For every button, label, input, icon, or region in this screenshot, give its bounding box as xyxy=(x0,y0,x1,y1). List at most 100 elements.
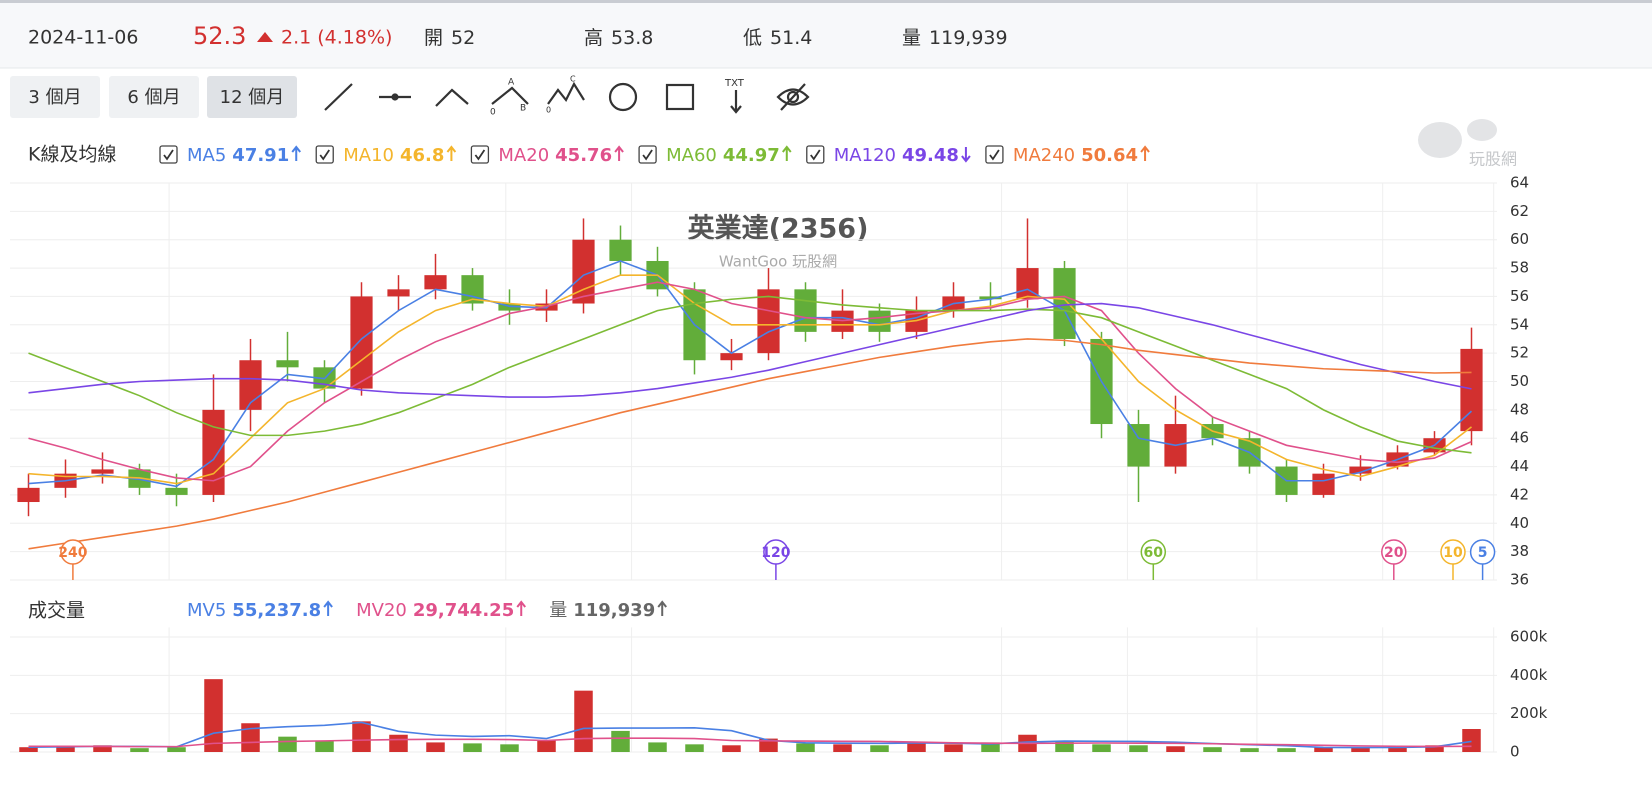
tool-text[interactable]: TXT xyxy=(724,78,745,114)
marker-label: 20 xyxy=(1384,545,1404,561)
candle-body xyxy=(757,289,780,354)
volume-bar xyxy=(1055,740,1074,752)
legend-name: 量 xyxy=(549,600,567,621)
volume-bar xyxy=(611,730,630,752)
y-tick-label: 40 xyxy=(1510,514,1529,532)
field-label: 低 xyxy=(743,27,762,49)
legend-name: MA20 xyxy=(498,145,549,166)
legend-value: 47.91 xyxy=(232,145,289,166)
legend-item: MA240 50.64 xyxy=(985,145,1150,166)
window-marker xyxy=(1440,539,1466,565)
marker-label: 120 xyxy=(761,545,790,561)
trend-arrow xyxy=(323,600,333,616)
toolbar: 3 個月 6 個月 12 個月 xyxy=(10,76,297,118)
header-field: 高 53.8 xyxy=(584,27,653,49)
svg-text:A: A xyxy=(508,78,515,88)
candle-body xyxy=(1053,268,1076,339)
candle-body xyxy=(165,487,188,495)
legend-checkbox[interactable] xyxy=(806,145,825,164)
header-bar xyxy=(0,0,1652,68)
legend-item: MA5 47.91 xyxy=(159,145,302,166)
legend-name: MA120 xyxy=(834,145,896,166)
y-tick-label: 0 xyxy=(1510,743,1520,761)
candle-body xyxy=(239,360,262,410)
volume-bar xyxy=(1203,747,1222,752)
tool-hline[interactable] xyxy=(379,93,411,101)
legend-checkbox[interactable] xyxy=(470,145,490,164)
legend-checkbox[interactable] xyxy=(315,145,334,164)
svg-text:B: B xyxy=(520,104,526,114)
volume-bar xyxy=(1092,744,1111,752)
legend-name: MA60 xyxy=(666,145,717,166)
volume-bar xyxy=(130,748,149,752)
legend-checkbox[interactable] xyxy=(985,145,1004,164)
legend-title: K線及均線 xyxy=(28,144,116,166)
field-label: 量 xyxy=(902,27,921,49)
tool-abcd[interactable]: 0C xyxy=(546,75,585,115)
range-button[interactable] xyxy=(109,76,199,118)
volume-bar xyxy=(722,745,741,752)
tool-rect[interactable] xyxy=(665,83,695,111)
marker-label: 240 xyxy=(58,545,87,561)
legend-item: 量 119,939 xyxy=(549,600,667,621)
y-tick-label: 600k xyxy=(1510,627,1548,645)
svg-text:TXT: TXT xyxy=(724,78,745,89)
legend-value: 29,744.25 xyxy=(413,600,514,621)
y-tick-label: 50 xyxy=(1510,372,1529,390)
legend-value: 45.76 xyxy=(555,145,612,166)
volume-bar xyxy=(389,734,408,752)
tool-circle[interactable] xyxy=(608,82,638,112)
y-tick-label: 200k xyxy=(1510,704,1548,722)
tool-hide[interactable] xyxy=(776,83,810,111)
change: 2.1 (4.18%) xyxy=(281,27,392,49)
volume-bar xyxy=(907,743,926,752)
window-marker xyxy=(1381,539,1407,565)
volume-bar xyxy=(1462,729,1481,752)
volume-bar xyxy=(981,742,1000,752)
range-button[interactable] xyxy=(10,76,100,118)
volume-bar xyxy=(796,743,815,752)
volume-bar xyxy=(463,743,482,752)
legend-checkbox[interactable] xyxy=(159,145,178,164)
field-label: 高 xyxy=(584,27,603,49)
candle-body xyxy=(720,353,743,361)
candle-body xyxy=(979,296,1002,300)
y-tick-label: 54 xyxy=(1510,315,1529,333)
trend-arrow xyxy=(1140,145,1150,161)
tool-abc[interactable]: 0 A B xyxy=(490,78,529,118)
legend-name: MA5 xyxy=(187,145,226,166)
volume-bar xyxy=(685,744,704,752)
legend-value: 44.97 xyxy=(723,145,780,166)
candle-body xyxy=(276,360,299,368)
candle-body xyxy=(202,409,225,495)
mv-line xyxy=(28,737,1472,748)
volume-bar xyxy=(648,742,667,752)
marker-label: 5 xyxy=(1478,545,1488,561)
volume-bar xyxy=(19,747,38,752)
range-label: 3 個月 xyxy=(28,87,81,108)
ma-line xyxy=(28,302,1472,398)
tool-angle[interactable] xyxy=(435,88,469,107)
candle-body xyxy=(868,310,891,332)
volume-bar xyxy=(833,744,852,752)
legend-title: 成交量 xyxy=(28,600,85,622)
legend-name: MA10 xyxy=(343,145,394,166)
trend-arrow xyxy=(961,147,971,163)
y-tick-label: 44 xyxy=(1510,457,1529,475)
header-field: 量 119,939 xyxy=(902,27,1008,49)
tool-line[interactable] xyxy=(324,83,353,111)
candle-body xyxy=(424,275,447,290)
trend-arrow xyxy=(516,600,527,616)
legend-checkbox[interactable] xyxy=(638,145,657,164)
range-button[interactable] xyxy=(207,76,297,118)
window-marker xyxy=(60,539,86,565)
y-tick-label: 52 xyxy=(1510,344,1529,362)
volume-bar xyxy=(537,740,556,752)
legend-item: MA120 49.48 xyxy=(806,145,971,166)
volume-bar xyxy=(870,745,889,752)
draw-tools: 0AB 0C TXT xyxy=(324,75,810,118)
candle-body xyxy=(609,239,632,261)
y-tick-label: 38 xyxy=(1510,542,1529,560)
field-label: 開 xyxy=(424,27,443,49)
volume-bar xyxy=(1240,748,1259,752)
